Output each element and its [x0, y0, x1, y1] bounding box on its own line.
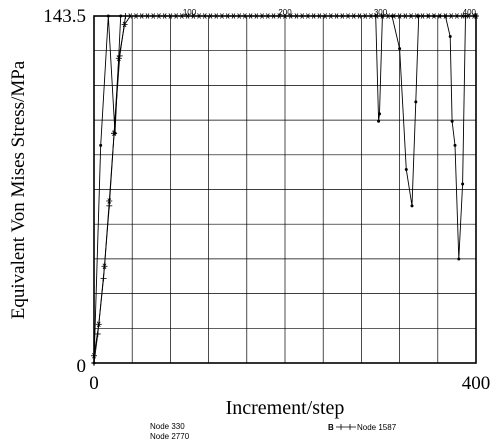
marker-dot — [461, 183, 464, 186]
y-tick-label-max: 143.5 — [43, 6, 86, 27]
marker-dot — [378, 112, 381, 115]
marker-dot — [449, 35, 452, 38]
x-tick-label-max: 400 — [462, 373, 491, 394]
x-axis-label: Increment/step — [226, 397, 345, 419]
legend-node-1587: B Node 1587 — [328, 423, 397, 432]
marker-dot — [405, 168, 408, 171]
marker-dot — [457, 258, 460, 261]
top-axis-tick-label: 400 — [463, 8, 477, 17]
marker-plus — [101, 275, 107, 281]
marker-dot — [451, 120, 454, 123]
marker-plus — [111, 130, 117, 136]
marker-plus — [106, 203, 112, 209]
marker-dot — [398, 47, 401, 50]
x-tick-label-min: 0 — [89, 373, 99, 394]
top-axis-tick-label: 300 — [374, 8, 388, 17]
top-axis-tick-label: 100 — [183, 8, 197, 17]
marker-dot — [414, 100, 417, 103]
marker-dot — [411, 204, 414, 207]
grid — [94, 16, 476, 363]
y-tick-label-min: 0 — [77, 356, 87, 377]
legend-label-node-1587: Node 1587 — [357, 423, 397, 432]
legend-label-node-330: Node 330 — [150, 422, 185, 432]
marker-dot — [377, 120, 380, 123]
legend-marker-letter: B — [328, 423, 334, 432]
y-axis-label: Equivalent Von Mises Stress/MPa — [8, 60, 29, 319]
marker-dot — [453, 144, 456, 147]
marker-plus — [95, 331, 101, 337]
marker-dot — [99, 144, 102, 147]
top-axis-tick-label: 200 — [278, 8, 292, 17]
legend-label-node-2770: Node 2770 — [150, 432, 189, 442]
